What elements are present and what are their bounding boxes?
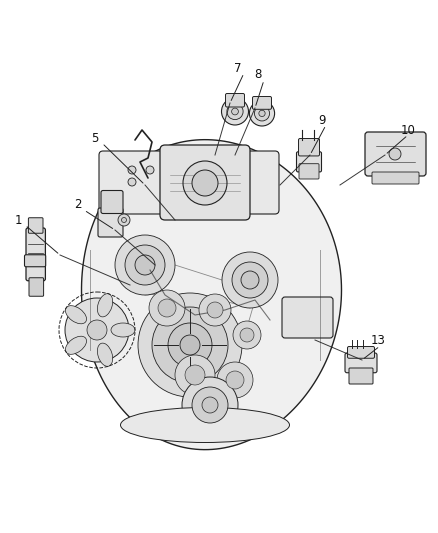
Circle shape — [185, 365, 205, 385]
FancyBboxPatch shape — [98, 208, 123, 237]
Ellipse shape — [120, 408, 290, 442]
FancyBboxPatch shape — [101, 190, 123, 214]
FancyBboxPatch shape — [26, 228, 46, 281]
Text: 1: 1 — [14, 214, 22, 227]
FancyBboxPatch shape — [252, 96, 272, 109]
Circle shape — [118, 214, 130, 226]
FancyBboxPatch shape — [299, 139, 319, 156]
FancyBboxPatch shape — [226, 93, 244, 107]
Circle shape — [254, 106, 269, 121]
FancyBboxPatch shape — [365, 132, 426, 176]
Circle shape — [182, 377, 238, 433]
Circle shape — [87, 320, 107, 340]
Text: 10: 10 — [401, 124, 415, 136]
Text: 13: 13 — [371, 334, 385, 346]
Ellipse shape — [65, 305, 87, 324]
Circle shape — [192, 387, 228, 423]
Circle shape — [149, 290, 185, 326]
Circle shape — [227, 103, 243, 119]
Circle shape — [125, 245, 165, 285]
FancyBboxPatch shape — [28, 218, 43, 233]
Circle shape — [183, 161, 227, 205]
Circle shape — [240, 328, 254, 342]
FancyBboxPatch shape — [282, 297, 333, 338]
Ellipse shape — [111, 323, 135, 337]
Circle shape — [192, 170, 218, 196]
Circle shape — [199, 294, 231, 326]
Circle shape — [389, 148, 401, 160]
FancyBboxPatch shape — [299, 164, 319, 179]
Circle shape — [115, 235, 175, 295]
Circle shape — [175, 355, 215, 395]
Circle shape — [207, 302, 223, 318]
Circle shape — [202, 397, 218, 413]
Ellipse shape — [97, 294, 113, 317]
Circle shape — [226, 371, 244, 389]
Circle shape — [152, 307, 228, 383]
FancyBboxPatch shape — [211, 151, 279, 214]
Circle shape — [249, 101, 275, 126]
FancyBboxPatch shape — [160, 145, 250, 220]
Circle shape — [128, 178, 136, 186]
Ellipse shape — [65, 336, 87, 354]
Circle shape — [232, 262, 268, 298]
FancyBboxPatch shape — [29, 278, 44, 296]
Circle shape — [233, 321, 261, 349]
Text: 2: 2 — [74, 198, 82, 212]
Ellipse shape — [97, 343, 113, 366]
Circle shape — [146, 166, 154, 174]
Circle shape — [65, 298, 129, 362]
FancyBboxPatch shape — [99, 151, 167, 214]
FancyBboxPatch shape — [25, 255, 46, 266]
Circle shape — [222, 252, 278, 308]
Text: 5: 5 — [91, 132, 99, 144]
Circle shape — [232, 108, 238, 115]
Text: 7: 7 — [234, 61, 242, 75]
Circle shape — [241, 271, 259, 289]
Text: 8: 8 — [254, 69, 261, 82]
FancyBboxPatch shape — [349, 368, 373, 384]
Circle shape — [259, 110, 265, 117]
Circle shape — [222, 98, 248, 125]
FancyBboxPatch shape — [372, 172, 419, 184]
Circle shape — [217, 362, 253, 398]
Circle shape — [128, 166, 136, 174]
FancyBboxPatch shape — [347, 346, 374, 358]
Circle shape — [168, 323, 212, 367]
FancyBboxPatch shape — [297, 152, 321, 172]
Circle shape — [180, 335, 200, 355]
Circle shape — [121, 217, 127, 222]
Circle shape — [138, 293, 242, 397]
Polygon shape — [81, 140, 342, 450]
Circle shape — [135, 255, 155, 275]
Circle shape — [158, 299, 176, 317]
Text: 9: 9 — [318, 114, 326, 126]
FancyBboxPatch shape — [345, 353, 377, 373]
